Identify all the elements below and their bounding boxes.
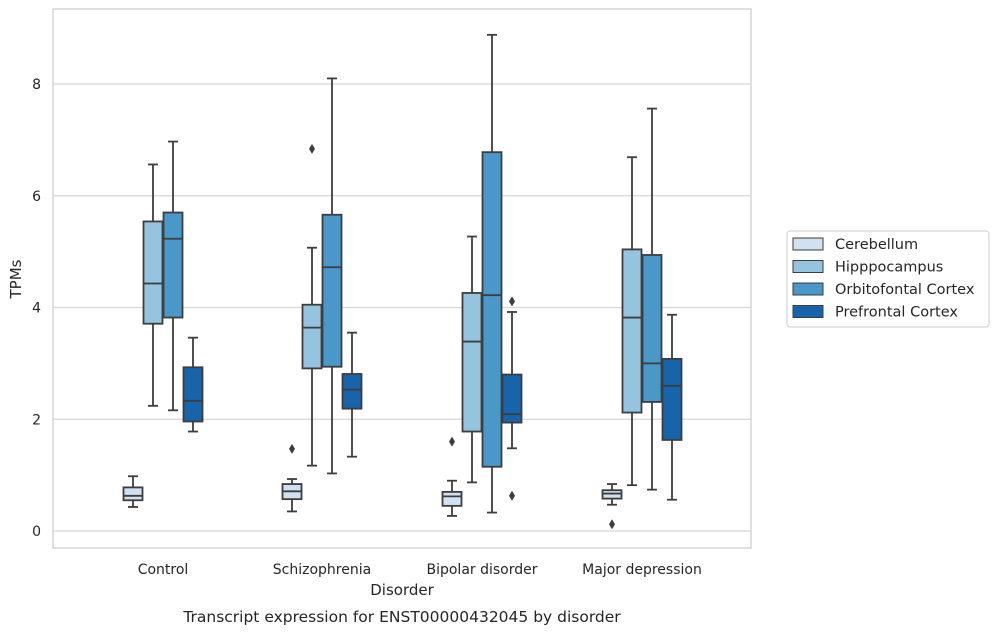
box-body: [461, 292, 483, 433]
box-body: [661, 358, 683, 441]
box-body: [441, 490, 463, 507]
outlier-marker: [289, 443, 295, 454]
box-body: [321, 213, 343, 368]
box-orbitofontal-cortex-0: [162, 140, 184, 412]
box-prefrontal-cortex-1: [341, 331, 363, 458]
box-hipppocampus-1: [301, 143, 323, 467]
box-cerebellum-1: [281, 443, 303, 513]
x-axis-ticks: Control Schizophrenia Bipolar disorder Majo…: [138, 562, 702, 578]
box-orbitofontal-cortex-2: [481, 33, 503, 514]
box-hipppocampus-0: [142, 163, 164, 407]
x-tick-label: Major depression: [582, 562, 702, 578]
box-body: [122, 486, 144, 502]
box-cerebellum-2: [441, 436, 463, 517]
legend-label: Cerebellum: [835, 237, 918, 253]
y-tick-label: 0: [32, 524, 41, 540]
y-axis-ticks: 0 2 4 6 8: [32, 77, 41, 540]
box-cerebellum-0: [122, 475, 144, 508]
outlier-marker: [509, 490, 515, 501]
box-prefrontal-cortex-2: [501, 296, 523, 501]
legend-label: Prefrontal Cortex: [835, 305, 958, 321]
outlier-marker: [449, 436, 455, 447]
legend: Cerebellum Hipppocampus Orbitofontal Corte…: [786, 230, 990, 328]
legend-swatch: [792, 237, 824, 251]
y-tick-label: 2: [32, 412, 41, 428]
box-body: [162, 211, 184, 319]
outlier-marker: [309, 143, 315, 154]
box-prefrontal-cortex-0: [182, 336, 204, 433]
legend-label: Hipppocampus: [835, 260, 943, 276]
box-body: [641, 254, 663, 403]
legend-label: Orbitofontal Cortex: [835, 282, 975, 298]
box-body: [501, 373, 523, 424]
x-axis-label: Disorder: [370, 581, 434, 599]
box-prefrontal-cortex-3: [661, 313, 683, 501]
box-body: [621, 248, 643, 414]
box-body: [142, 220, 164, 325]
y-tick-label: 4: [32, 301, 41, 317]
box-hipppocampus-3: [621, 156, 643, 487]
legend-swatch: [792, 305, 824, 318]
outlier-marker: [609, 519, 615, 530]
x-tick-label: Bipolar disorder: [426, 562, 537, 578]
box-body: [481, 151, 503, 468]
box-body: [301, 303, 323, 370]
legend-swatch: [792, 260, 824, 273]
chart-caption: Transcript expression for ENST0000043204…: [182, 608, 621, 626]
x-tick-label: Schizophrenia: [273, 562, 371, 578]
box-orbitofontal-cortex-3: [641, 107, 663, 491]
box-hipppocampus-2: [461, 235, 483, 484]
y-axis-label: TPMs: [7, 259, 25, 299]
box-cerebellum-3: [601, 483, 623, 530]
outlier-marker: [509, 296, 515, 307]
y-tick-label: 6: [32, 189, 41, 205]
legend-frame: [786, 230, 990, 328]
legend-swatch: [792, 282, 824, 296]
box-body: [182, 366, 204, 423]
boxes: [122, 33, 683, 530]
box-orbitofontal-cortex-1: [321, 77, 343, 475]
x-tick-label: Control: [138, 562, 189, 578]
box-body: [341, 373, 363, 410]
y-tick-label: 8: [32, 77, 41, 93]
